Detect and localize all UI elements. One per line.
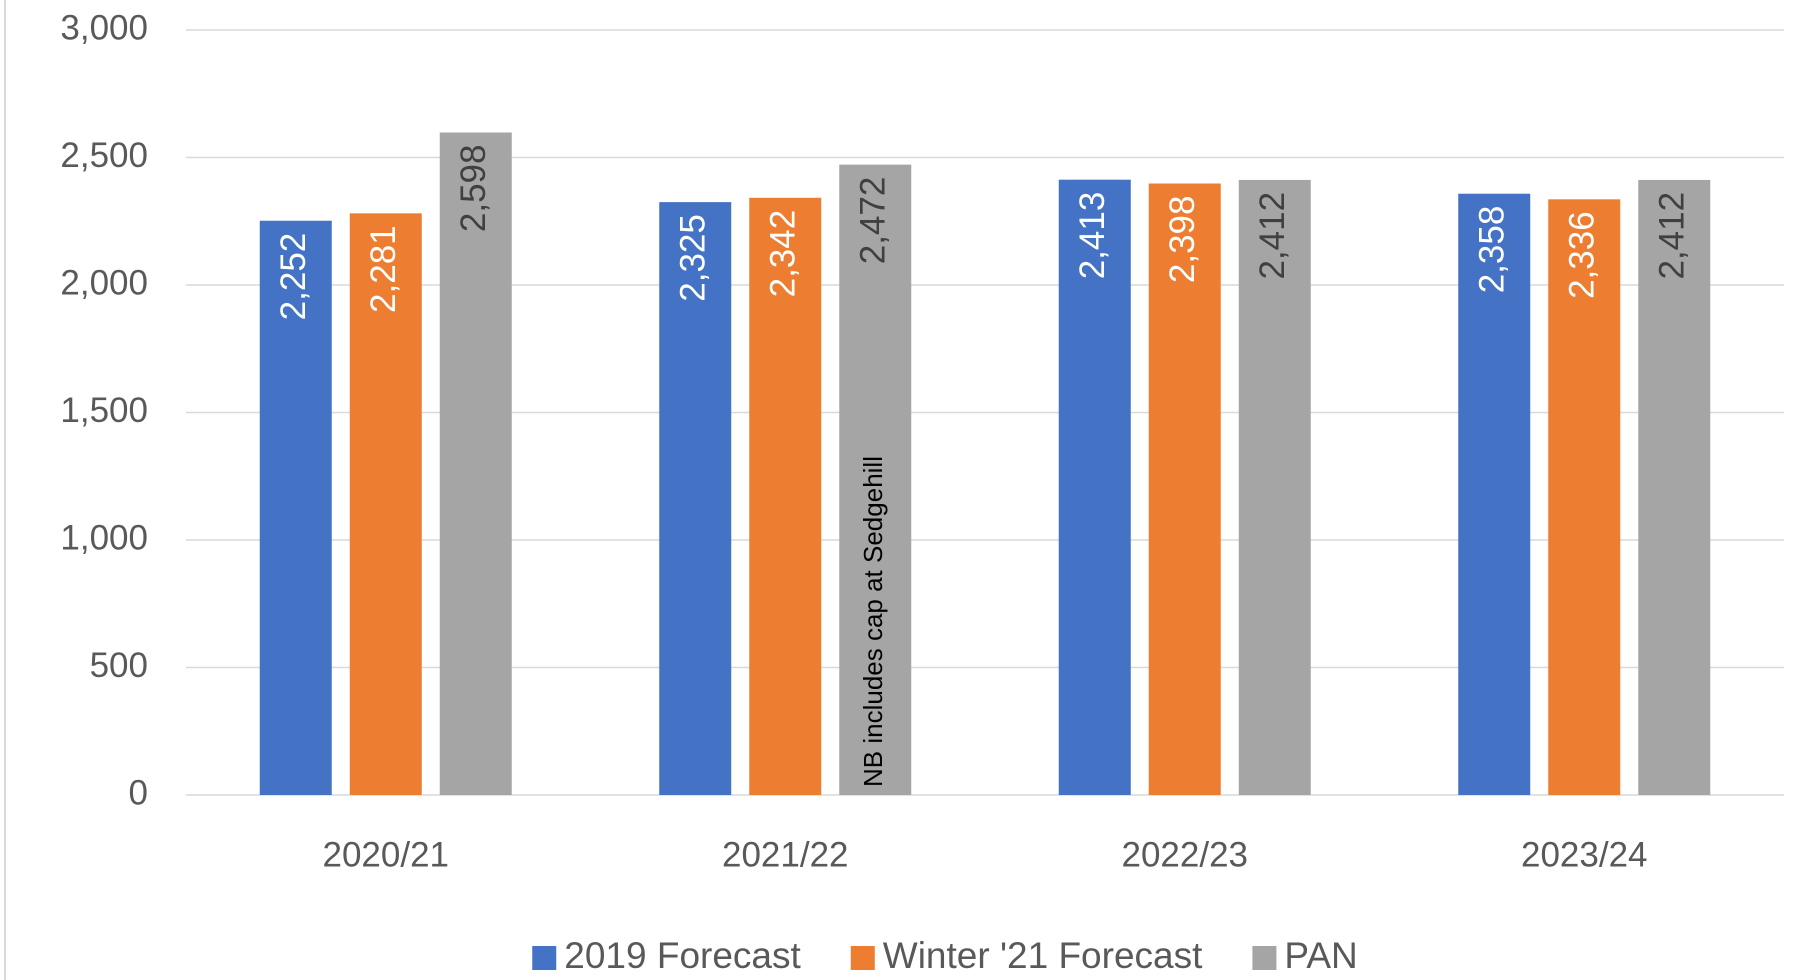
data-label: 2,358 [1473,206,1512,294]
data-label: 2,281 [364,225,403,313]
x-tick-label: 2023/24 [1521,835,1648,874]
bar [1548,199,1621,795]
bar [1058,179,1131,795]
y-tick-label: 1,000 [60,518,148,557]
annotation: NB includes cap at Sedgehill [858,456,888,787]
legend-swatch [850,946,875,970]
y-tick-label: 2,000 [60,263,148,302]
x-tick-label: 2021/22 [722,835,849,874]
data-label: 2,336 [1563,211,1602,299]
data-label: 2,325 [674,214,713,302]
y-tick-label: 2,500 [60,136,148,175]
data-label: 2,412 [1253,192,1292,280]
bar [659,202,732,795]
data-label: 2,342 [764,210,803,298]
legend-swatch [1252,946,1277,970]
legend: 2019 Forecast Winter '21 Forecast PAN [532,935,1358,976]
legend-label: PAN [1284,935,1357,976]
data-label: 2,472 [854,177,893,265]
x-tick-label: 2022/23 [1121,835,1248,874]
legend-swatch [532,946,557,970]
bar [749,197,822,796]
bar [259,220,332,796]
bar [839,164,912,795]
bar [439,132,512,795]
y-tick-label: 1,500 [60,391,148,430]
bar [1148,183,1221,795]
y-tick-label: 3,000 [60,8,148,47]
y-tick-label: 0 [129,773,148,812]
data-label: 2,413 [1073,192,1112,280]
x-tick-label: 2020/21 [322,835,449,874]
bar [349,213,422,796]
data-label: 2,598 [454,145,493,233]
bar [1638,179,1711,795]
data-label: 2,412 [1653,192,1692,280]
legend-label: 2019 Forecast [564,935,801,976]
bar [1238,179,1311,795]
bar [1458,193,1531,795]
data-label: 2,252 [274,233,313,321]
legend-label: Winter '21 Forecast [883,935,1203,976]
y-tick-label: 500 [90,646,148,685]
data-label: 2,398 [1163,196,1202,284]
